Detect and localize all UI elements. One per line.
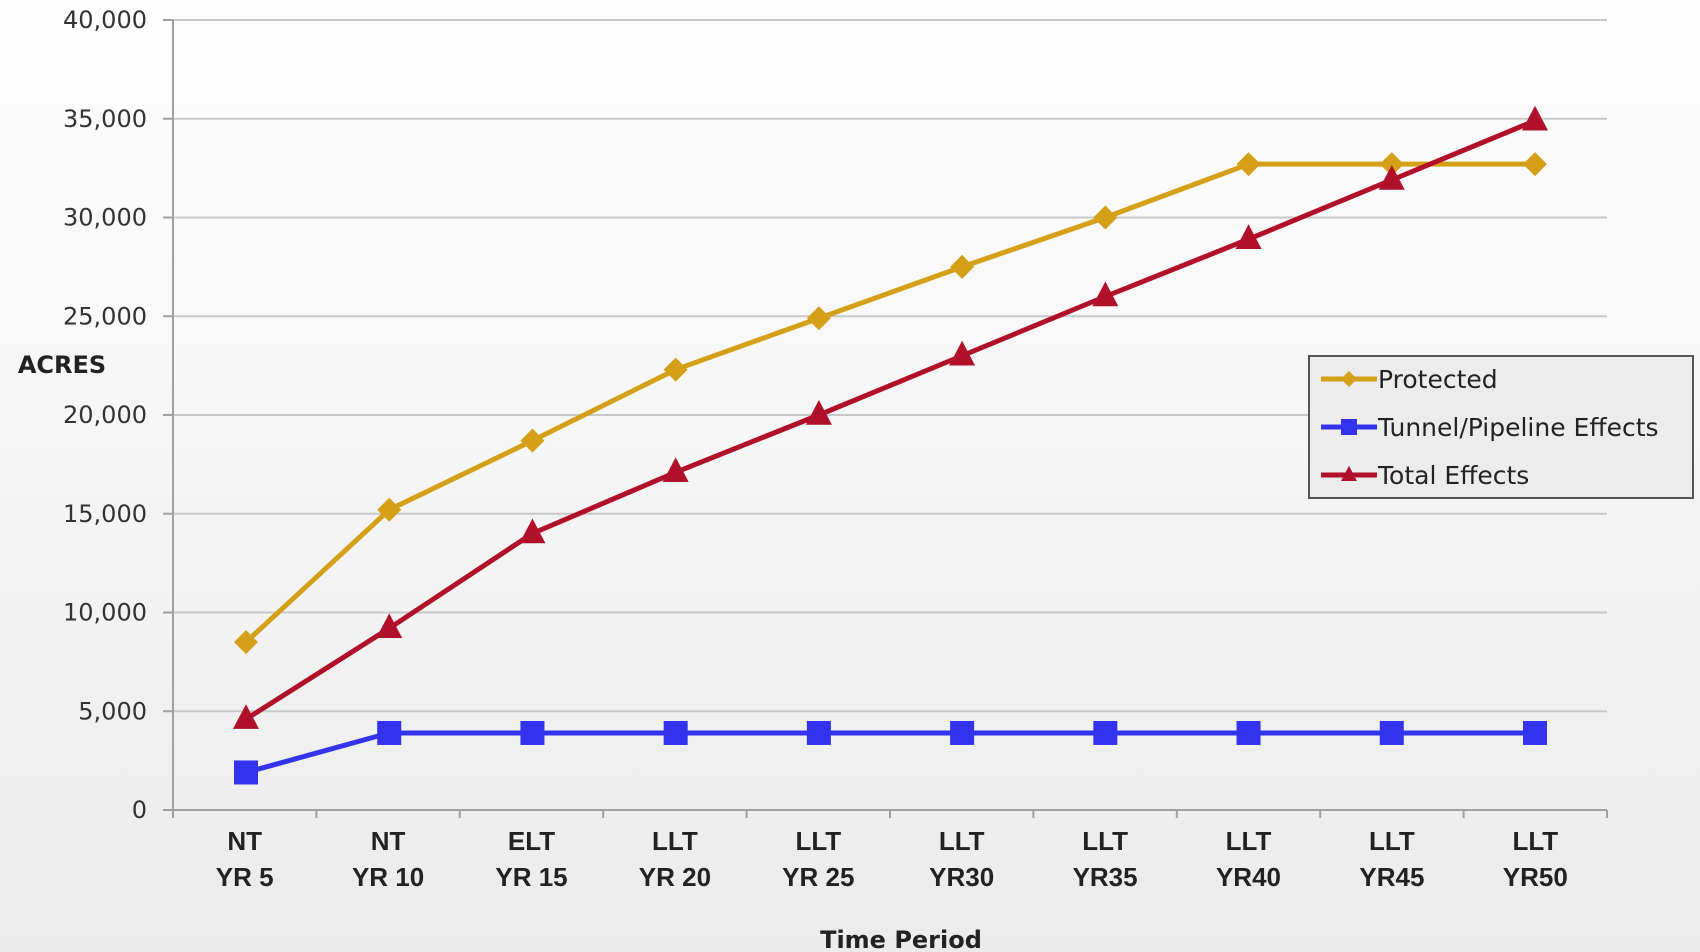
y-tick-label: 10,000 [63,599,147,627]
x-tick-label: YR 15 [495,862,567,892]
y-axis-label: ACRES [18,351,106,379]
y-axis-ticks: 0 5,000 10,000 15,000 20,000 25,000 30,000 35,0… [63,6,173,824]
series-line [244,118,1536,722]
data-point [1093,205,1118,230]
data-point [1235,224,1262,249]
x-tick-label: YR 20 [639,862,711,892]
x-tick-label: YR 10 [352,862,424,892]
x-tick-label: LLT [1369,826,1415,856]
x-tick-label: YR30 [929,862,994,892]
data-point [806,720,831,745]
data-point [376,613,403,639]
y-tick-label: 15,000 [63,500,147,528]
x-tick-label: LLT [652,826,698,856]
data-point [377,720,402,745]
data-point [1523,152,1547,177]
data-point [1523,720,1547,745]
y-tick-label: 30,000 [63,204,147,232]
x-tick-label: YR40 [1216,862,1281,892]
x-tick-label: LLT [1226,826,1272,856]
legend-marker [1341,465,1357,481]
x-tick-label: ELT [508,826,555,856]
series-0 [234,152,1547,655]
data-point [1092,281,1119,307]
data-point [662,457,689,483]
data-point [805,400,832,425]
data-point [1236,152,1261,177]
x-tick-label: LLT [1082,826,1128,856]
legend-marker [1341,419,1357,435]
data-point [663,357,688,382]
data-point [233,704,259,729]
series-lines [233,105,1548,785]
data-point [663,720,688,745]
data-point [1236,720,1261,745]
data-point [234,760,258,785]
x-tick-label: YR 5 [216,862,274,892]
x-tick-label: LLT [795,826,841,856]
x-axis-label: Time Period [820,926,982,952]
data-point [377,497,402,522]
data-point [1093,720,1118,745]
x-tick-label: YR50 [1503,862,1568,892]
data-point [520,720,545,745]
data-point [1379,152,1404,177]
y-tick-label: 35,000 [63,105,147,133]
legend-entry: Protected [1378,365,1498,394]
y-tick-label: 20,000 [63,401,147,429]
x-axis-ticks: NT YR 5 NT YR 10 ELT YR 15 LLT YR 20 LLT YR 25 LLT… [172,810,1608,892]
x-tick-label: YR35 [1073,862,1138,892]
legend-entry: Tunnel/Pipeline Effects [1377,413,1659,442]
series-line [245,730,1535,775]
x-tick-label: LLT [1512,826,1558,856]
data-point [806,306,831,331]
data-point [234,630,258,655]
y-tick-label: 5,000 [78,697,147,725]
data-point [519,518,546,544]
y-tick-label: 0 [132,796,147,824]
x-tick-label: YR45 [1359,862,1424,892]
data-point [950,720,975,745]
data-point [949,340,976,366]
series-2 [233,105,1548,729]
data-point [1378,165,1405,190]
x-tick-label: LLT [939,826,985,856]
legend: Protected Tunnel/Pipeline Effects Total Ef… [1308,355,1694,499]
x-tick-label: NT [371,826,406,856]
series-1 [234,720,1547,785]
series-line [244,161,1535,644]
legend-marker [1341,371,1357,387]
x-tick-label: YR 25 [782,862,854,892]
y-tick-label: 40,000 [63,6,147,34]
legend-entry: Total Effects [1377,461,1529,490]
data-point [1522,105,1548,131]
data-point [1379,720,1404,745]
x-tick-label: NT [227,826,262,856]
y-tick-label: 25,000 [63,302,147,330]
data-point [950,254,975,279]
data-point [520,428,545,453]
